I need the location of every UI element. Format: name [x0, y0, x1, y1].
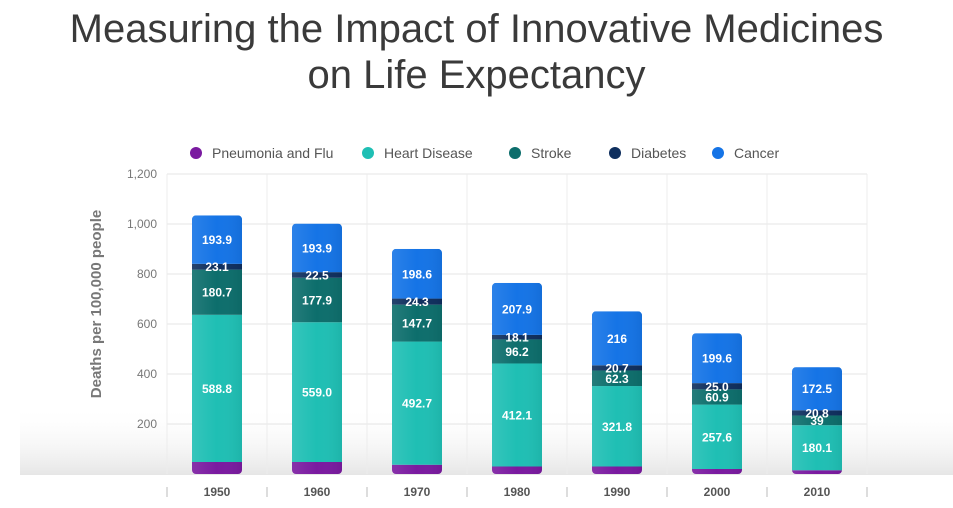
y-tick-label: 1,000: [127, 217, 157, 231]
x-tick-label: 1980: [504, 485, 531, 499]
legend-swatch: [190, 147, 202, 160]
legend-label: Stroke: [531, 145, 572, 161]
bar-shine: [492, 282, 542, 474]
legend-item-cancer: Cancer: [712, 143, 779, 163]
chart-title-line-2: on Life Expectancy: [307, 53, 646, 97]
bar-stack-1970: 492.7 147.7 24.3 198.6: [392, 248, 442, 474]
data-label: 23.1: [205, 260, 229, 274]
chart-title-line-1: Measuring the Impact of Innovative Medic…: [69, 7, 884, 51]
data-label: 24.3: [405, 295, 429, 309]
x-tick-label: 2000: [704, 485, 731, 499]
data-label: 62.3: [605, 372, 629, 386]
legend-item-heart-disease: Heart Disease: [362, 143, 473, 163]
legend-swatch: [712, 147, 724, 160]
legend-swatch: [362, 147, 374, 160]
data-label: 588.8: [202, 382, 232, 396]
y-tick-label: 1,200: [127, 167, 157, 181]
data-label: 199.6: [702, 352, 732, 366]
chart-title: Measuring the Impact of Innovative Medic…: [0, 6, 953, 98]
bar-shine: [392, 248, 442, 474]
data-label: 39: [810, 414, 824, 428]
data-label: 207.9: [502, 302, 532, 316]
bar-stack-2000: 257.6 60.925.0 199.6: [692, 333, 742, 474]
data-label: 257.6: [702, 430, 732, 444]
legend-label: Pneumonia and Flu: [212, 145, 334, 161]
data-label: 20.7: [605, 361, 629, 375]
y-tick-label: 200: [137, 417, 157, 431]
bar-shine: [692, 333, 742, 474]
data-label: 193.9: [302, 241, 332, 255]
x-tick-label: 1950: [204, 485, 231, 499]
y-tick-label: 400: [137, 367, 157, 381]
y-axis-ticks: 200 400 600 800 1,000 1,200: [127, 167, 157, 431]
data-label: 492.7: [402, 397, 432, 411]
data-label: 180.7: [202, 286, 232, 300]
legend-item-pneumonia-and-flu: Pneumonia and Flu: [190, 143, 333, 163]
legend-swatch: [609, 147, 621, 160]
legend-label: Heart Disease: [384, 145, 473, 161]
data-label: 180.1: [802, 441, 832, 455]
bar-stack-1950: 588.8 180.7 23.1 193.9: [192, 215, 242, 474]
data-label: 177.9: [302, 294, 332, 308]
x-tick-label: 1990: [604, 485, 631, 499]
data-label: 321.8: [602, 420, 632, 434]
data-label: 60.9: [705, 390, 729, 404]
bar-stack-1990: 321.8 62.320.7 216: [592, 311, 642, 474]
y-tick-label: 800: [137, 267, 157, 281]
x-axis-ticks: 1950 1960 1970 1980 1990 2000 2010: [166, 485, 868, 499]
bar-shine: [292, 223, 342, 474]
bar-stack-1980: 412.1 96.218.1 207.9: [492, 282, 542, 474]
data-label: 147.7: [402, 317, 432, 331]
legend-label: Diabetes: [631, 145, 687, 161]
data-label: 20.8: [805, 406, 829, 420]
data-label: 18.1: [505, 331, 529, 345]
y-tick-label: 600: [137, 317, 157, 331]
bar-shine: [192, 215, 242, 474]
data-label: 216: [607, 332, 627, 346]
x-tick-label: 1960: [304, 485, 331, 499]
x-tick-label: 2010: [804, 485, 831, 499]
bar-shine: [792, 367, 842, 474]
legend-swatch: [509, 147, 521, 160]
legend-item-stroke: Stroke: [509, 143, 571, 163]
bar-stack-1960: 559.0 177.9 22.5 193.9: [292, 223, 342, 474]
legend-label: Cancer: [734, 145, 780, 161]
data-label: 412.1: [502, 408, 532, 422]
chart-legend: Pneumonia and Flu Heart Disease Stroke D…: [0, 143, 953, 163]
bars: 588.8 180.7 23.1 193.9 559.0 177.9 22.5 193.9 49…: [192, 215, 842, 474]
data-label: 22.5: [305, 268, 329, 282]
data-label: 193.9: [202, 233, 232, 247]
data-label: 198.6: [402, 267, 432, 281]
y-axis-label: Deaths per 100,000 people: [88, 210, 105, 398]
data-label: 559.0: [302, 386, 332, 400]
data-label: 25.0: [705, 380, 729, 394]
x-tick-label: 1970: [404, 485, 431, 499]
data-label: 172.5: [802, 382, 832, 396]
data-label: 96.2: [505, 345, 529, 359]
legend-item-diabetes: Diabetes: [609, 143, 686, 163]
bar-shine: [592, 311, 642, 474]
